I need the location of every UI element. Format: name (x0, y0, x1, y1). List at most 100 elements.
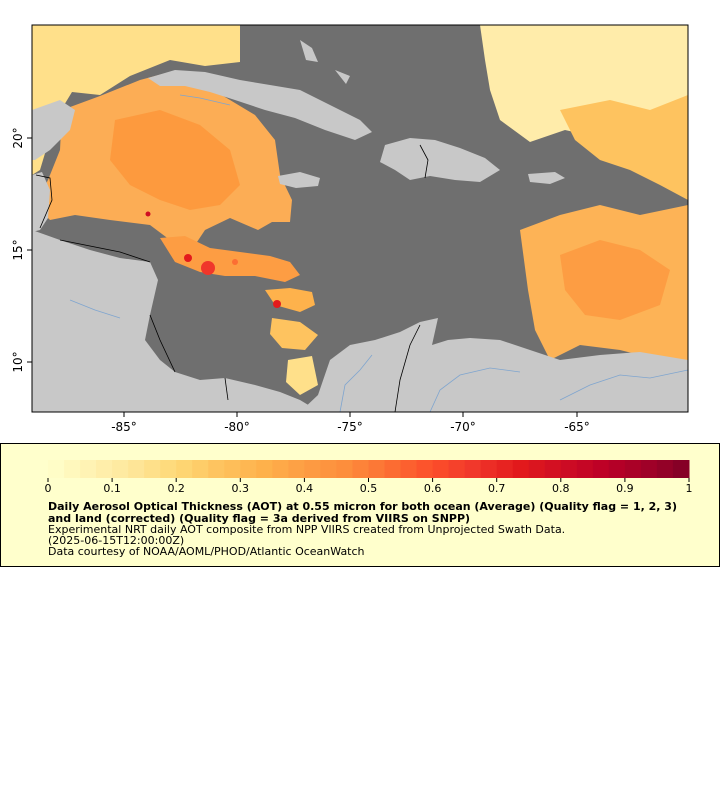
river-line (339, 354, 373, 412)
colorbar-cell (192, 460, 209, 478)
colorbar (47, 460, 690, 482)
aot-field-south-east-inner (560, 240, 670, 320)
colorbar-cell (384, 460, 402, 478)
aot-hotspot (201, 261, 215, 275)
colorbar-cell (96, 460, 113, 478)
colorbar-cell (592, 460, 610, 478)
colorbar-cell (496, 460, 514, 478)
colorbar-cell (608, 460, 626, 478)
colorbar-tick-label: 0.4 (295, 482, 314, 495)
land-mexico-east (32, 172, 50, 232)
aot-hotspot (184, 254, 192, 262)
colorbar-cell (656, 460, 674, 478)
lon-label-minus75: -75° (337, 420, 363, 434)
aot-field-yucatan-inner (110, 110, 240, 210)
river-line (559, 369, 688, 401)
colorbar-tick-label: 0.2 (167, 482, 185, 495)
colorbar-tick-label: 0.1 (103, 482, 121, 495)
border-line (419, 144, 429, 179)
land-hispaniola (380, 138, 500, 182)
colorbar-cell (640, 460, 658, 478)
colorbar-cell (624, 460, 642, 478)
lon-label-minus65: -65° (564, 420, 590, 434)
country-borders (35, 144, 429, 412)
colorbar-tick-label: 0.5 (359, 482, 378, 495)
border-line (394, 324, 421, 412)
aot-map-figure: 20° 15° 10° -85° -80° -75° -70° -65° (11, 24, 689, 434)
land-bahamas (300, 40, 350, 84)
legend-timestamp: (2025-06-15T12:00:00Z) (48, 534, 185, 547)
border-line (35, 174, 53, 229)
colorbar-cell (512, 460, 530, 478)
river-line (69, 299, 121, 319)
map-frame (31, 24, 689, 413)
legend-panel: 0 0.1 0.2 0.3 0.4 0.5 0.6 0.7 0.8 0.9 1 Daily Aero… (0, 443, 720, 567)
colorbar-cell (464, 460, 482, 478)
colorbar-cell (528, 460, 546, 478)
colorbar-cell (64, 460, 81, 478)
land-layer (32, 40, 688, 412)
aot-field-colombia-coast (286, 356, 318, 395)
colorbar-tick-label: 0.9 (616, 482, 634, 495)
colorbar-tick-label: 0.3 (231, 482, 250, 495)
land-central-america (32, 230, 320, 412)
colorbar-cell (304, 460, 321, 478)
land-jamaica (278, 172, 320, 188)
aot-field-plume-east (265, 288, 315, 312)
colorbar-cell (112, 460, 129, 478)
lat-label-10: 10° (11, 351, 25, 372)
colorbar-cell (160, 460, 177, 478)
colorbar-cell (224, 460, 241, 478)
land-yucatan (32, 100, 75, 160)
colorbar-cell (176, 460, 193, 478)
longitude-axis: -85° -80° -75° -70° -65° (111, 412, 590, 434)
colorbar-cell (368, 460, 386, 478)
aot-hotspot (145, 211, 151, 217)
aot-field-north-west (32, 25, 240, 175)
lon-label-minus80: -80° (224, 420, 250, 434)
aot-hotspot (273, 300, 281, 308)
colorbar-cell (128, 460, 145, 478)
legend-title: Daily Aerosol Optical Thickness (AOT) at… (48, 500, 677, 525)
legend-credit: Data courtesy of NOAA/AOML/PHOD/Atlantic… (48, 545, 365, 558)
land-south-america (300, 318, 688, 412)
colorbar-cell (208, 460, 225, 478)
colorbar-tick-label: 0.6 (423, 482, 442, 495)
colorbar-cell (560, 460, 578, 478)
colorbar-tick-label: 1 (685, 482, 693, 495)
colorbar-cell (448, 460, 466, 478)
colorbar-cell (400, 460, 418, 478)
border-line (224, 377, 229, 401)
lat-label-20: 20° (11, 127, 25, 148)
colorbar-cell (144, 460, 161, 478)
lat-label-15: 15° (11, 239, 25, 260)
colorbar-cell (480, 460, 498, 478)
border-line (59, 239, 151, 263)
colorbar-cell (576, 460, 594, 478)
colorbar-tick-label: 0 (44, 482, 52, 495)
rivers (69, 94, 688, 412)
colorbar-cell (416, 460, 434, 478)
river-line (179, 94, 231, 106)
colorbar-cell (544, 460, 562, 478)
river-line (429, 367, 521, 412)
aot-field-central-plume (160, 236, 300, 282)
colorbar-cell (80, 460, 97, 478)
colorbar-cell (256, 460, 273, 478)
colorbar-tick-label: 0.7 (487, 482, 506, 495)
colorbar-cell (240, 460, 257, 478)
land-puerto-rico (528, 172, 565, 184)
colorbar-cell (288, 460, 305, 478)
border-line (149, 314, 176, 373)
lon-label-minus85: -85° (111, 420, 137, 434)
colorbar-cell (352, 460, 369, 478)
colorbar-cell (48, 460, 65, 478)
land-cuba (148, 70, 372, 140)
latitude-axis: 20° 15° 10° (11, 127, 32, 373)
colorbar-cell (272, 460, 289, 478)
colorbar-cell (432, 460, 450, 478)
colorbar-cell (320, 460, 337, 478)
colorbar-cell (672, 460, 690, 478)
colorbar-tick-label: 0.8 (552, 482, 570, 495)
aot-field-north-east-orange (560, 95, 688, 200)
